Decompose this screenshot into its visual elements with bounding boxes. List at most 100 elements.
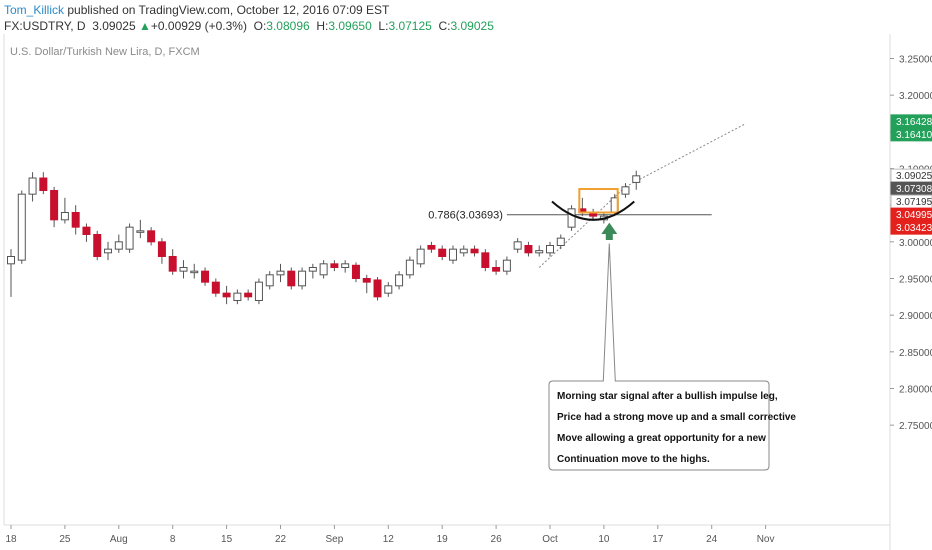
x-tick-label: Oct — [542, 534, 558, 545]
x-tick-label: 15 — [221, 534, 233, 545]
candle-up — [125, 226, 134, 250]
x-tick-label: Sep — [326, 534, 344, 545]
x-tick-label: 26 — [491, 534, 503, 545]
price-tag — [890, 220, 932, 235]
candle-down — [50, 189, 59, 221]
x-tick-label: 25 — [59, 534, 71, 545]
symbol-label[interactable]: FX:USDTRY, D — [4, 19, 86, 33]
publish-line: Tom_Killick published on TradingView.com… — [4, 3, 389, 17]
time-axis[interactable]: 18 25 Aug 8 15 22 Sep 12 19 26 Oct 10 17 24 Nov — [5, 525, 774, 545]
candle-down — [201, 270, 210, 283]
candle-up — [556, 237, 565, 246]
open-label: O: — [253, 19, 267, 33]
candle-up — [384, 285, 393, 294]
candle-up — [416, 248, 425, 265]
chart-title: U.S. Dollar/Turkish New Lira, D, FXCM — [10, 46, 200, 58]
candle-up — [546, 244, 554, 254]
candle-up — [276, 270, 285, 276]
y-tick-label: 3.25000 — [899, 55, 932, 66]
candle-down — [82, 226, 91, 235]
candle-up — [265, 274, 274, 287]
published-text: published on TradingView.com, October 12… — [67, 3, 390, 17]
candle-up — [190, 270, 199, 274]
candle-down — [93, 233, 102, 257]
candle-up — [535, 250, 544, 254]
price-tag-label: 3.03423 — [896, 223, 932, 234]
candle-up — [298, 270, 307, 287]
price-tag-label: 3.09025 — [896, 171, 932, 182]
note-line: Continuation move to the highs. — [557, 454, 710, 465]
candles-group — [7, 170, 641, 305]
price-tag-label: 3.16410 — [896, 130, 932, 141]
candle-down — [524, 244, 533, 254]
candle-up — [319, 263, 328, 276]
price-chart[interactable]: U.S. Dollar/Turkish New Lira, D, FXCM 3.… — [0, 34, 932, 550]
candle-down — [222, 292, 231, 298]
candle-down — [330, 263, 339, 268]
y-tick-label: 3.20000 — [899, 91, 932, 102]
close-label: C: — [438, 19, 451, 33]
x-tick-label: Nov — [757, 534, 775, 545]
up-arrow-icon: ▲ — [138, 19, 151, 33]
note-line: Price had a strong move up and a small c… — [557, 412, 796, 423]
x-tick-label: 10 — [598, 534, 610, 545]
candle-down — [351, 264, 360, 279]
note-callout: Morning star signal after a bullish impu… — [548, 243, 796, 471]
candle-down — [438, 248, 447, 257]
candle-down — [168, 255, 177, 272]
price-tags: 3.16428 3.16410 3.09025 3.07308 3.07195 3.049… — [890, 114, 932, 235]
candle-up — [233, 292, 242, 301]
candle-up — [254, 281, 263, 301]
candle-up — [7, 255, 15, 265]
low-value: 3.07125 — [388, 19, 432, 33]
candle-up — [179, 266, 188, 272]
x-tick-label: 17 — [652, 534, 664, 545]
note-box — [548, 243, 770, 471]
candle-up — [60, 211, 69, 221]
candle-down — [362, 277, 371, 283]
chart-frame — [0, 34, 932, 550]
author-link[interactable]: Tom_Killick — [4, 3, 65, 17]
pattern-highlight-box — [578, 188, 619, 214]
note-line: Move allowing a great opportunity for a … — [557, 433, 766, 444]
y-tick-label: 2.95000 — [899, 274, 932, 285]
candle-up — [341, 263, 350, 268]
price-tag-label: 3.07308 — [896, 184, 932, 195]
candle-down — [287, 270, 296, 287]
price-tag-label: 3.04995 — [896, 210, 932, 221]
price-axis[interactable]: 3.250003.200003.150003.100003.050003.000… — [890, 55, 932, 433]
candle-up — [448, 248, 457, 261]
candle-down — [157, 241, 166, 257]
last-price: 3.09025 — [92, 19, 136, 33]
x-tick-label: Aug — [110, 534, 128, 545]
candle-up — [502, 259, 511, 272]
candle-up — [136, 230, 145, 233]
low-label: L: — [378, 19, 389, 33]
high-value: 3.09650 — [328, 19, 372, 33]
x-tick-label: 22 — [275, 534, 287, 545]
candle-up — [405, 259, 414, 276]
candle-down — [373, 279, 382, 298]
candle-up — [459, 248, 468, 254]
chart-header: Tom_Killick published on TradingView.com… — [0, 0, 932, 34]
candle-down — [147, 230, 156, 243]
fib-level-label: 0.786(3.03693) — [428, 210, 503, 222]
candle-up — [28, 177, 37, 195]
price-tag-label: 3.16428 — [896, 117, 932, 128]
y-tick-label: 2.85000 — [899, 348, 932, 359]
high-label: H: — [316, 19, 329, 33]
candle-down — [244, 292, 253, 298]
y-tick-label: 3.00000 — [899, 238, 932, 249]
y-tick-label: 2.75000 — [899, 421, 932, 432]
candle-down — [481, 252, 490, 268]
candle-up — [632, 175, 641, 183]
candle-up — [114, 241, 123, 250]
up-arrow-icon — [601, 222, 618, 240]
ohlc-line: FX:USDTRY, D 3.09025 ▲+0.00929 (+0.3%) O… — [4, 19, 494, 33]
close-value: 3.09025 — [450, 19, 494, 33]
bowl-arc — [551, 200, 635, 221]
fib-level-group: 0.786(3.03693) — [428, 210, 712, 222]
pattern-annotation — [551, 188, 635, 240]
candle-up — [567, 208, 576, 228]
candle-down — [492, 266, 501, 272]
